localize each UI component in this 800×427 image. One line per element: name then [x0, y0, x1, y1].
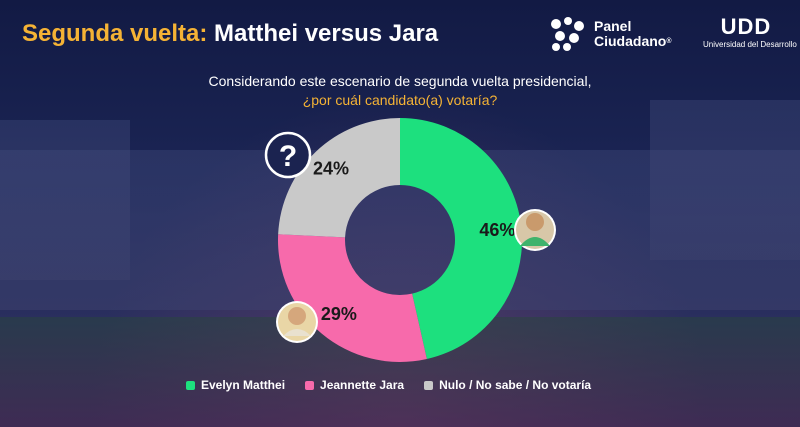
- legend-label-jara: Jeannette Jara: [320, 378, 405, 392]
- udd-subtitle: Universidad del Desarrollo: [703, 40, 797, 49]
- label-matthei: 46%: [479, 220, 515, 240]
- unknown-question-icon: ?: [264, 131, 312, 179]
- legend-label-matthei: Evelyn Matthei: [201, 378, 286, 392]
- jara-avatar: [276, 301, 318, 343]
- title-rest: Matthei versus Jara: [207, 20, 439, 47]
- udd-mark: UDD: [720, 14, 772, 39]
- legend-swatch-nulo: [424, 380, 434, 390]
- panel-ciudadano-logo: Panel Ciudadano®: [548, 16, 672, 52]
- question-line2: ¿por cuál candidato(a) votaría?: [302, 92, 498, 108]
- svg-text:?: ?: [279, 140, 297, 173]
- survey-question: Considerando este escenario de segunda v…: [0, 72, 800, 110]
- legend-item-jara: Jeannette Jara: [305, 378, 404, 392]
- label-nulo: 24%: [313, 159, 349, 179]
- panel-logo-line2: Ciudadano: [594, 33, 667, 49]
- slice-nulo: [278, 118, 400, 238]
- page-title: Segunda vuelta: Matthei versus Jara: [22, 20, 438, 48]
- slice-jara: [278, 234, 427, 362]
- legend-swatch-matthei: [186, 380, 195, 390]
- question-line1: Considerando este escenario de segunda v…: [208, 73, 592, 89]
- matthei-avatar: [514, 209, 556, 251]
- slice-matthei: [400, 118, 522, 360]
- background-building-left: [0, 120, 130, 280]
- panel-logo-registered: ®: [666, 38, 672, 45]
- title-accent: Segunda vuelta:: [22, 20, 208, 47]
- panel-ciudadano-mark-icon: [551, 17, 584, 51]
- chart-legend: Evelyn Matthei Jeannette Jara Nulo / No …: [186, 378, 591, 392]
- legend-item-nulo: Nulo / No sabe / No votaría: [424, 378, 591, 392]
- udd-logo: UDD Universidad del Desarrollo: [703, 14, 797, 50]
- legend-label-nulo: Nulo / No sabe / No votaría: [439, 378, 592, 392]
- label-jara: 29%: [321, 304, 357, 324]
- legend-item-matthei: Evelyn Matthei: [186, 378, 285, 392]
- legend-swatch-jara: [305, 380, 315, 390]
- panel-logo-line1: Panel: [594, 18, 632, 34]
- background-building-right: [650, 100, 800, 260]
